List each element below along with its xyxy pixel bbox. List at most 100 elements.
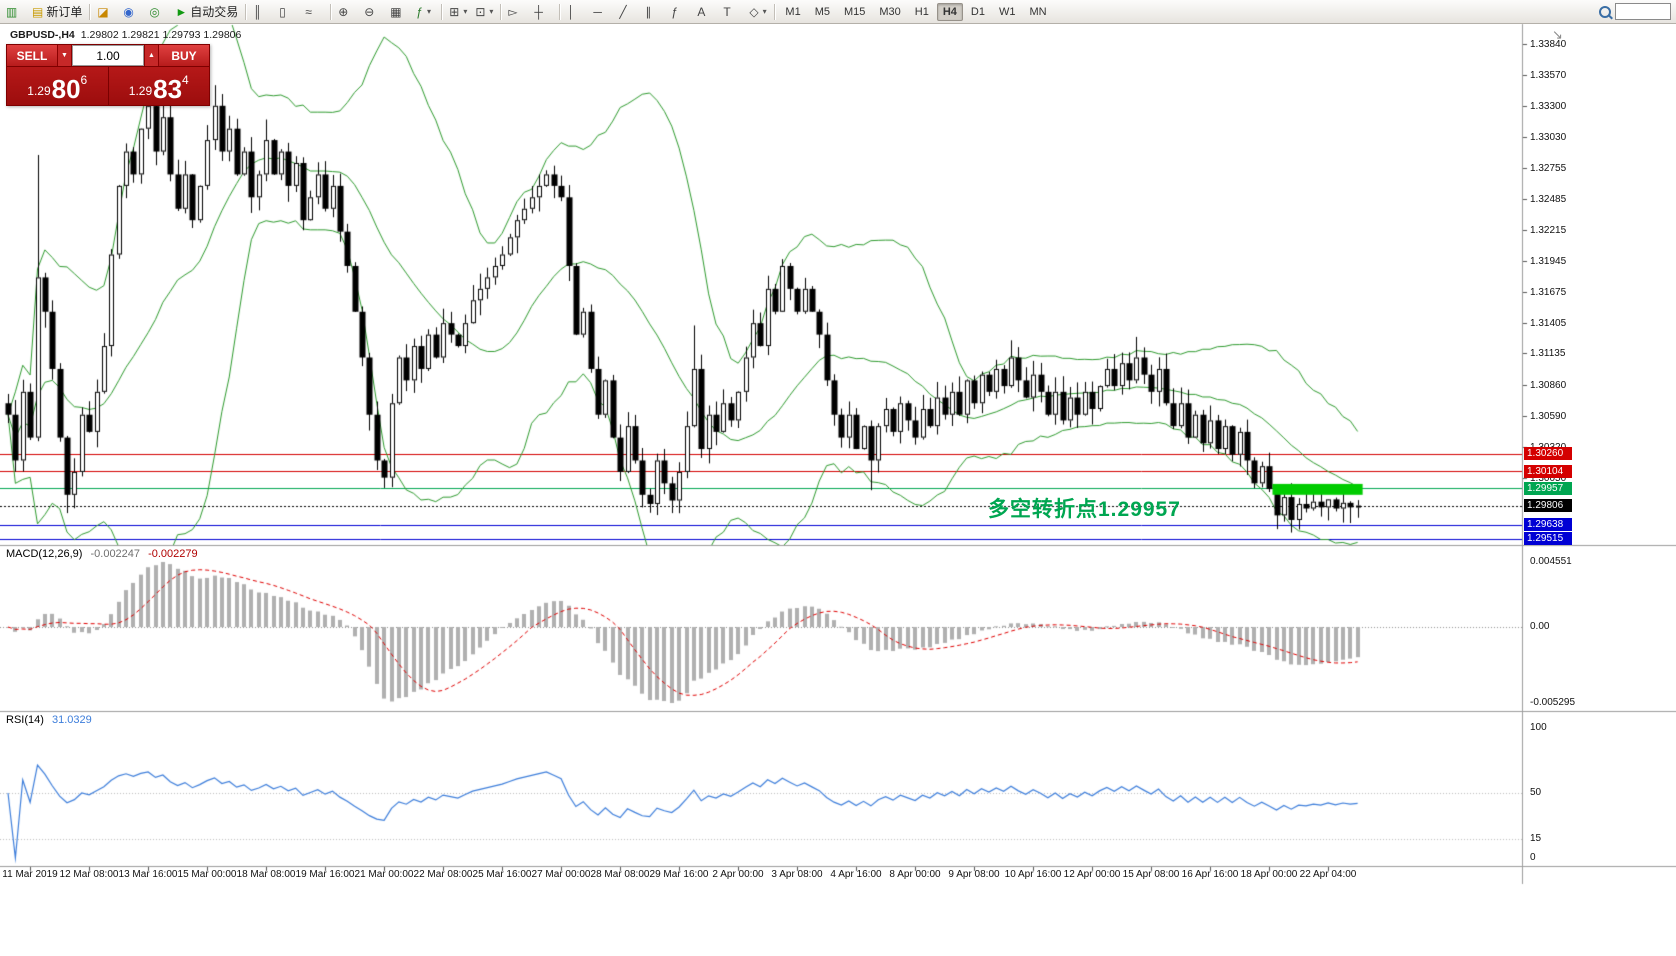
zoom-in-icon-glyph: ⊕ [338,4,349,19]
timeframe-m15[interactable]: M15 [843,5,866,18]
timeframe-h1[interactable]: H1 [914,5,929,18]
market-watch-icon[interactable]: ◪ [93,1,119,23]
timeframe-m5[interactable]: M5 [814,5,830,18]
new-order-button[interactable]: ▤ 新订单 [28,1,86,23]
vertical-line-icon-glyph: │ [567,4,575,19]
date-label: 25 Mar 16:00 [472,869,532,880]
date-label: 12 Mar 08:00 [59,869,119,880]
channel-icon[interactable]: ∥ [641,1,667,23]
toolbar-icon-group: ▥ ▤ 新订单 ◪ ◉ ◎ ► 自动交易 ║ ▯ ≈ ⊕ ⊖ ▦ ƒ ▾ ⊞ ▾ ⊡ ▾ ▻ ┼ │ ─ ╱ ∥ ƒ A T ◇ ▾ [2,1,778,23]
date-label: 13 Mar 16:00 [118,869,178,880]
fibonacci-icon-glyph: ƒ [671,4,679,19]
date-label: 2 Apr 00:00 [712,869,764,880]
horizontal-line-icon-glyph: ─ [593,4,602,19]
zoom-out-icon[interactable]: ⊖ [360,1,386,23]
timeframe-mn[interactable]: MN [1029,5,1047,18]
sell-button[interactable]: SELL [7,45,57,66]
pivot-annotation: 多空转折点1.29957 [988,498,1181,521]
volume-input[interactable] [72,45,144,66]
new-chart-icon-glyph: ⊞ [449,4,460,19]
date-label: 18 Apr 00:00 [1240,869,1298,880]
price-tick: 1.30050 [1530,472,1567,484]
line-chart-icon-glyph: ≈ [305,4,312,19]
price-tick: 1.33300 [1530,100,1567,112]
date-label: 4 Apr 16:00 [830,869,882,880]
search-input[interactable] [1615,3,1671,20]
bid-pipette: 6 [80,73,88,87]
price-tick: 1.33570 [1530,69,1567,81]
macd-signal-value: -0.002279 [148,548,198,560]
date-label: 28 Mar 08:00 [590,869,650,880]
scroll-to-end-icon: ↘ [1552,27,1563,42]
indicators-icon[interactable]: ƒ ▾ [412,1,438,23]
line-chart-icon[interactable]: ≈ [301,1,327,23]
rsi-scale-label: 100 [1530,722,1547,733]
date-label: 9 Apr 08:00 [948,869,1000,880]
app-logo-icon: ▥ [2,1,28,23]
volume-down-button[interactable]: ▼ [57,45,72,66]
timeframe-m1[interactable]: M1 [785,5,801,18]
date-label: 21 Mar 00:00 [354,869,414,880]
date-label: 18 Mar 08:00 [236,869,296,880]
trendline-icon[interactable]: ╱ [615,1,641,23]
vertical-line-icon[interactable]: │ [563,1,589,23]
grid-icon-glyph: ▦ [390,4,402,19]
bid-price-display[interactable]: 1.29 80 6 [7,67,108,105]
arrows-icon-glyph: ◇ [749,4,759,19]
price-tick: 1.30860 [1530,379,1567,391]
timeframe-m30[interactable]: M30 [879,5,901,18]
one-click-trading-panel: SELL ▼ ▲ BUY 1.29 80 6 1.29 83 4 [6,44,210,106]
fibonacci-icon[interactable]: ƒ [667,1,693,23]
toolbar-separator [245,3,247,20]
navigator-icon-glyph: ◎ [149,4,160,19]
buy-button[interactable]: BUY [159,45,209,66]
rsi-scale-label: 15 [1530,832,1542,844]
rsi-scale-label: 50 [1530,787,1542,798]
timeframe-d1[interactable]: D1 [970,5,985,18]
symbol-period-label: GBPUSD-,H4 [10,29,75,41]
timeframe-w1[interactable]: W1 [998,5,1016,18]
new-chart-icon[interactable]: ⊞ ▾ [445,1,471,23]
label-icon[interactable]: T [719,1,745,23]
price-tick: 1.32485 [1530,194,1567,206]
autotrading-button[interactable]: ► 自动交易 [171,1,242,23]
main-toolbar: ▥ ▤ 新订单 ◪ ◉ ◎ ► 自动交易 ║ ▯ ≈ ⊕ ⊖ ▦ ƒ ▾ ⊞ ▾ ⊡ ▾ ▻ ┼ │ ─ ╱ ∥ ƒ A T ◇ ▾ M1 M… [0,0,1676,24]
profiles-icon-dropdown[interactable]: ▾ [489,7,494,16]
new-order-button-glyph: ▤ [32,4,44,19]
arrows-icon[interactable]: ◇ ▾ [745,1,771,23]
cursor-icon-glyph: ▻ [508,4,518,19]
macd-indicator-label: MACD(12,26,9) -0.002247 -0.002279 [6,548,198,560]
data-window-icon[interactable]: ◉ [119,1,145,23]
date-label: 10 Apr 16:00 [1004,869,1062,880]
new-chart-icon-dropdown[interactable]: ▾ [463,7,468,16]
support-price-badge: 1.29638 [1524,518,1572,532]
date-label: 3 Apr 08:00 [771,869,823,880]
market-watch-icon-glyph: ◪ [97,4,109,19]
candlestick-chart-icon[interactable]: ▯ [275,1,301,23]
zoom-in-icon[interactable]: ⊕ [334,1,360,23]
grid-icon[interactable]: ▦ [386,1,412,23]
candlestick-chart-icon-glyph: ▯ [279,4,286,19]
horizontal-line-icon[interactable]: ─ [589,1,615,23]
channel-icon-glyph: ∥ [645,4,652,19]
ask-pipette: 4 [182,73,189,87]
timeframe-h4[interactable]: H4 [936,2,963,21]
crosshair-icon[interactable]: ┼ [530,1,556,23]
indicators-icon-dropdown[interactable]: ▾ [426,7,431,16]
arrows-icon-dropdown[interactable]: ▾ [762,7,767,16]
volume-up-button[interactable]: ▲ [144,45,159,66]
price-tick: 1.31405 [1530,317,1567,329]
date-label: 15 Mar 00:00 [177,869,237,880]
text-icon[interactable]: A [693,1,719,23]
cursor-icon[interactable]: ▻ [504,1,530,23]
navigator-icon[interactable]: ◎ [145,1,171,23]
macd-scale-label: -0.005295 [1530,697,1576,708]
bar-chart-icon[interactable]: ║ [249,1,275,23]
zoom-out-icon-glyph: ⊖ [364,4,375,19]
date-label: 22 Mar 08:00 [413,869,473,880]
price-tick: 1.33840 [1530,39,1567,50]
profiles-icon[interactable]: ⊡ ▾ [471,1,497,23]
date-label: 15 Apr 08:00 [1122,869,1180,880]
ask-price-display[interactable]: 1.29 83 4 [107,67,210,105]
